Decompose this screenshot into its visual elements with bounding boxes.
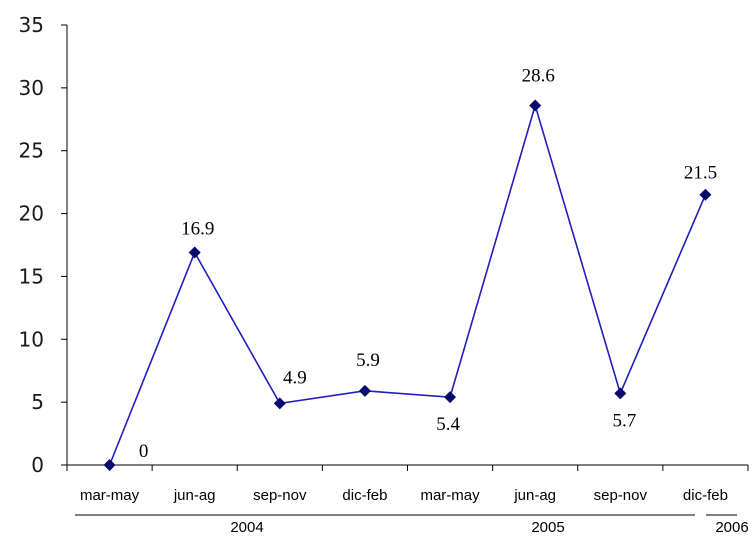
data-label: 16.9 [181,219,214,240]
data-label: 5.4 [436,414,460,435]
data-point-marker [358,384,371,397]
data-point-marker [273,397,286,410]
group-label-2004: 2004 [230,519,263,536]
data-labels: 0 16.9 4.9 5.9 5.4 28.6 5.7 21.5 [139,65,717,462]
data-label: 21.5 [684,163,717,184]
y-axis: 0 5 10 15 20 25 30 35 [19,13,68,477]
y-tick-label: 20 [19,202,44,226]
data-label: 5.9 [356,350,380,371]
data-point-marker [103,459,116,471]
series-layer [103,99,712,471]
y-tick-label: 25 [19,139,44,163]
data-point-marker [188,246,201,259]
data-point-marker [699,188,712,201]
data-point-marker [529,99,542,112]
x-category-label: sep-nov [253,487,307,504]
x-category-label: sep-nov [594,487,648,504]
x-category-label: dic-feb [683,487,728,504]
y-tick-label: 35 [19,13,44,37]
x-category-label: jun-ag [173,487,216,504]
data-point-marker [444,391,457,404]
y-tick-label: 15 [19,264,44,288]
x-category-label: mar-may [420,487,480,504]
x-category-label: mar-may [80,487,140,504]
x-category-label: jun-ag [513,487,556,504]
group-label-2006: 2006 [715,519,748,536]
y-tick-label: 5 [31,390,44,414]
y-tick-label: 30 [19,76,44,100]
data-point-marker [614,387,627,400]
data-label: 0 [139,441,149,462]
category-groups: 2004 2005 2006 [75,514,749,536]
y-tick-label: 0 [31,453,44,477]
data-label: 5.7 [612,410,636,431]
x-category-label: dic-feb [342,487,387,504]
group-label-2005: 2005 [531,519,564,536]
data-label: 28.6 [522,65,555,86]
series-line [108,102,707,466]
x-axis: mar-may jun-ag sep-nov dic-feb mar-may jun-ag… [66,464,749,504]
y-tick-label: 10 [19,327,44,351]
data-label: 4.9 [283,367,307,388]
